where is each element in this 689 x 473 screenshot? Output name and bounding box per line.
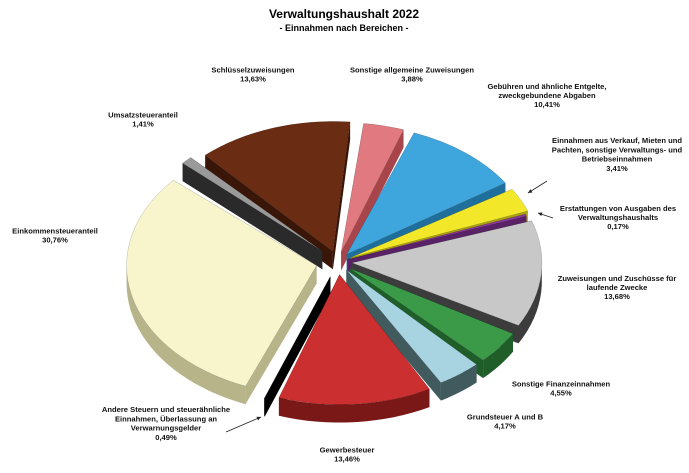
slice-labels: Sonstige allgemeine Zuweisungen 3,88% Gebü… [12,65,682,463]
pie-slice-side [126,266,246,405]
slice-label-name: Zuweisungen und Zuschüsse für [558,274,677,283]
slice-label-name: Erstattungen von Ausgaben des [560,204,676,213]
pie-slice-wall [332,121,351,270]
pie-slice-top [182,157,323,252]
leader-arrowhead [528,189,533,193]
pie-slice [278,274,430,423]
pie-slice-side [483,333,513,379]
slice-label: Erstattungen von Ausgaben des Verwaltungs… [560,204,676,231]
slice-label-value: 3,41% [606,164,628,173]
pie-slice-side [278,389,430,423]
slice-label: Andere Steuern und steuerähnliche Einnahm… [102,405,230,442]
slice-label-name: Gebühren und ähnliche Entgelte, [488,82,607,91]
slice-label-name: Sonstige Finanzeinnahmen [512,379,611,388]
slice-label-name: Umsatzsteueranteil [108,110,178,119]
slice-label-name: Verwarnungsgelder [131,424,202,433]
slice-label-value: 13,68% [604,292,630,301]
slice-label-name: Einnahmen, Überlassung an [115,414,217,423]
pie-slice [126,179,317,405]
pie-slice-top [204,121,351,252]
slice-label-name: Andere Steuern und steuerähnliche [102,405,230,414]
slice-label-value: 30,76% [42,236,68,245]
pie-slices [126,121,543,423]
slice-label-value: 0,49% [155,433,177,442]
pie-slice [346,269,478,401]
slice-label: Einkommensteueranteil 30,76% [12,226,98,244]
slice-label-name: Grundsteuer A und B [467,412,544,421]
pie-slice-top [263,276,331,399]
pie-slice [340,123,404,271]
pie-slice-wall [346,269,441,401]
slice-label-name: Schlüsselzuweisungen [211,65,294,74]
pie-slice-top [278,274,430,405]
slice-label-value: 1,41% [132,120,154,129]
slice-label-name: Gewerbesteuer [320,445,375,454]
pie-slice-wall [264,276,331,417]
pie-slice-top [126,179,317,387]
pie-slice-top [347,213,527,260]
slice-label-name: Pachten, sonstige Verwaltungs- und [552,145,683,154]
slice-label: Gebühren und ähnliche Entgelte, zweckgebu… [488,82,607,109]
slice-label-value: 10,41% [534,100,560,109]
pie-slice-top [351,220,543,326]
slice-label-name: Einnahmen aus Verkauf, Mieten und [552,136,682,145]
slice-label-value: 4,55% [550,389,572,398]
slice-label-value: 13,46% [334,455,360,464]
pie-slice-top [340,123,404,253]
slice-label-name: Einkommensteueranteil [12,226,98,235]
chart-subtitle: - Einnahmen nach Bereichen - [279,23,408,33]
leader-arrowhead [256,416,261,421]
pie-slice-top [346,269,478,383]
slice-label-name: Verwaltungshaushalts [578,213,658,222]
slice-label-name: Sonstige allgemeine Zuweisungen [350,65,474,74]
pie-slice-side [518,267,542,344]
slice-label: Zuweisungen und Zuschüsse für laufende Zw… [558,274,677,301]
pie-slice-wall [341,129,404,271]
pie-slice-top [346,132,506,255]
slice-label-value: 0,17% [607,222,629,231]
slice-label: Einnahmen aus Verkauf, Mieten und Pachten… [552,136,683,173]
pie-slice-side [440,364,477,401]
pie-slice-side [264,398,265,417]
slice-label-name: zweckgebundene Abgaben [498,91,596,100]
slice-label: Sonstige allgemeine Zuweisungen 3,88% [350,65,474,83]
slice-label: Grundsteuer A und B 4,17% [467,412,544,430]
slice-label-value: 13,63% [240,75,266,84]
leader-arrowhead [538,212,543,217]
pie-slice-wall [245,265,317,405]
label-leader-lines [225,180,554,433]
slice-label: Gewerbesteuer 13,46% [320,445,375,463]
chart-title: Verwaltungshaushalt 2022 [269,7,419,21]
pie-slice [182,157,323,270]
slice-label: Schlüsselzuweisungen 13,63% [211,65,294,83]
slice-label-name: laufende Zwecke [587,283,648,292]
slice-label: Umsatzsteueranteil 1,41% [108,110,178,128]
slice-label-value: 4,17% [494,422,516,431]
pie-slice-top [348,267,514,361]
slice-label-name: Betriebseinnahmen [582,155,653,164]
pie-slice-top [350,188,529,258]
slice-label-value: 3,88% [401,75,423,84]
pie-slice [263,276,331,417]
leader-line [225,416,262,433]
slice-label: Sonstige Finanzeinnahmen 4,55% [512,379,611,397]
